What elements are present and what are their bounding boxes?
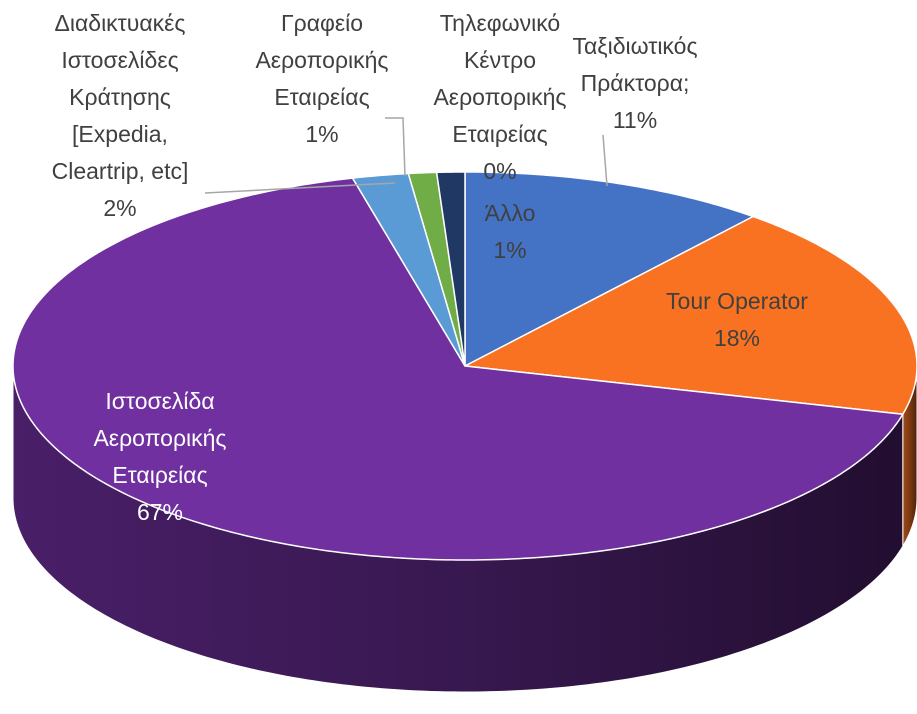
value-label: 1% xyxy=(493,237,527,263)
value-label: 11% xyxy=(612,107,658,133)
value-label: 2% xyxy=(103,195,137,221)
slice xyxy=(407,171,466,367)
category-label: Γραφείο Αεροπορικής Εταιρείας xyxy=(255,10,389,110)
data-label: Γραφείο Αεροπορικής Εταιρείας 1% xyxy=(237,5,407,153)
slice xyxy=(12,177,905,561)
value-label: 1% xyxy=(305,121,339,147)
category-label: Τηλεφωνικό Κέντρο Αεροπορικής Εταιρείας xyxy=(433,10,567,147)
category-label: Ταξιδιωτικός Πράκτορα; xyxy=(572,33,698,96)
tops xyxy=(12,171,917,561)
category-label: Ιστοσελίδα Αεροπορικής Εταιρείας xyxy=(93,388,227,488)
data-label: Ταξιδιωτικός Πράκτορα; 11% xyxy=(550,28,720,139)
slice xyxy=(464,171,756,368)
leader-line xyxy=(204,182,396,194)
data-label: Ιστοσελίδα Αεροπορικής Εταιρείας 67% xyxy=(60,383,260,531)
data-label: Άλλο 1% xyxy=(460,195,560,269)
data-label: Τηλεφωνικό Κέντρο Αεροπορικής Εταιρείας 0… xyxy=(415,5,585,190)
data-label: Διαδικτυακές Ιστοσελίδες Κράτησης [Exped… xyxy=(25,5,215,227)
slice xyxy=(462,215,917,416)
category-label: Tour Operator xyxy=(666,288,808,314)
leader-line xyxy=(385,117,406,177)
value-label: 0% xyxy=(483,158,517,184)
value-label: 67% xyxy=(136,499,184,525)
slice xyxy=(435,171,466,367)
category-label: Διαδικτυακές Ιστοσελίδες Κράτησης [Exped… xyxy=(51,10,189,184)
slice xyxy=(351,172,466,367)
category-label: Άλλο xyxy=(484,200,536,226)
leader-line xyxy=(602,134,608,187)
data-label: Tour Operator 18% xyxy=(627,283,847,357)
value-label: 18% xyxy=(713,325,761,351)
